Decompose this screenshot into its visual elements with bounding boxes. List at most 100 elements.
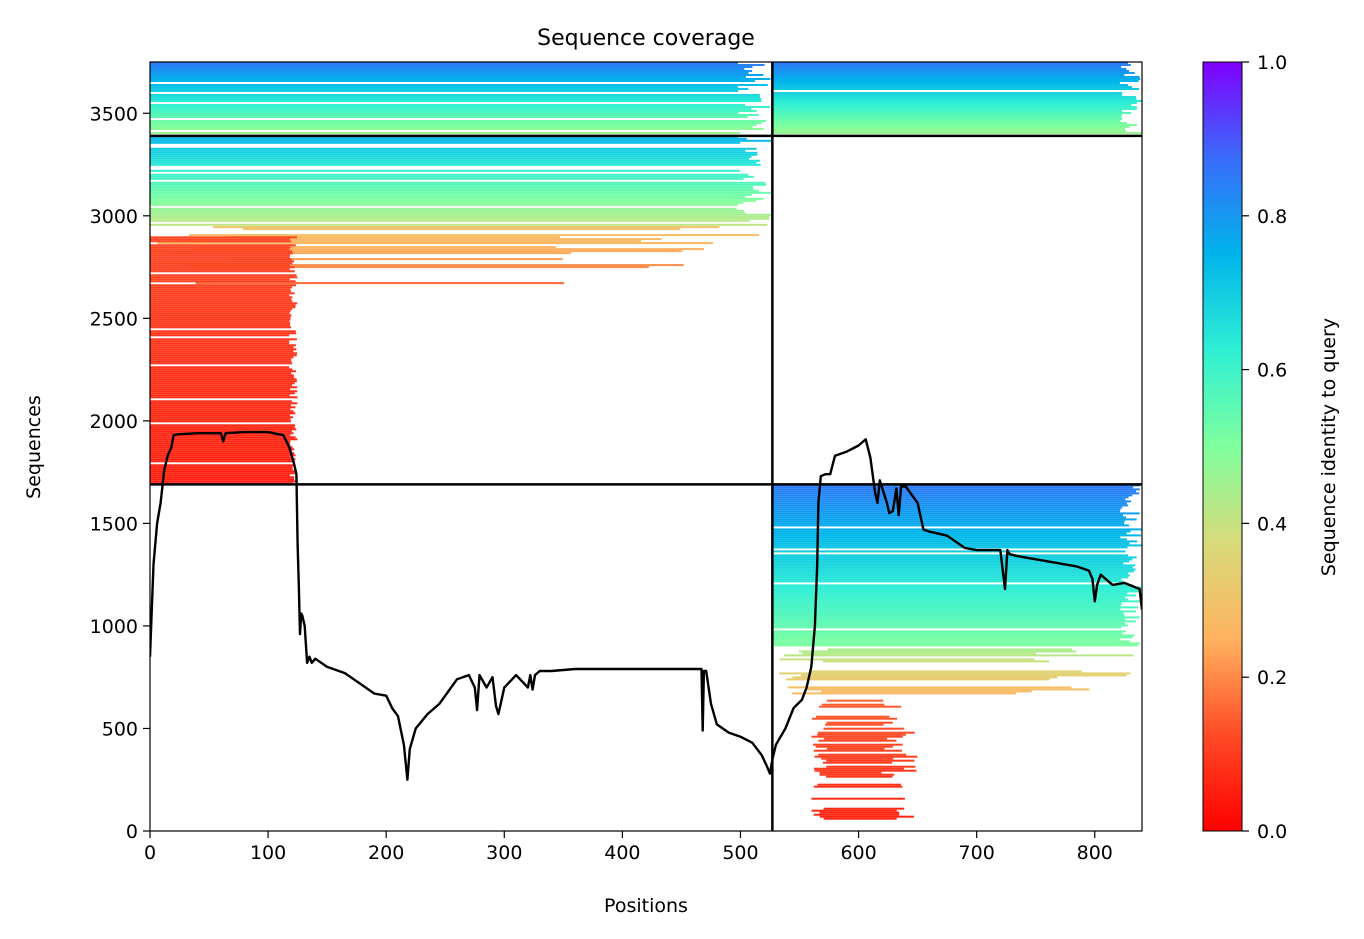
coverage-row	[805, 688, 1090, 691]
coverage-row	[772, 570, 1134, 573]
coverage-row	[150, 308, 293, 311]
coverage-row	[150, 284, 297, 287]
coverage-row	[150, 408, 291, 411]
coverage-row	[772, 126, 1130, 128]
coverage-row	[150, 195, 746, 198]
coverage-row	[150, 426, 295, 429]
coverage-row	[772, 642, 1140, 645]
coverage-row	[772, 644, 1138, 647]
coverage-row	[823, 807, 905, 810]
coverage-row	[787, 686, 1072, 689]
coverage-row	[772, 506, 1123, 509]
coverage-row	[772, 638, 1121, 641]
colorbar-label: Sequence identity to query	[1318, 318, 1340, 576]
coverage-row	[772, 596, 1126, 599]
coverage-row	[150, 288, 291, 291]
coverage-row	[772, 104, 1132, 106]
coverage-row	[150, 250, 292, 253]
coverage-row	[150, 390, 298, 393]
coverage-row	[150, 258, 292, 261]
coverage-block	[779, 648, 1134, 695]
coverage-row	[772, 124, 1138, 126]
coverage-row	[772, 554, 1129, 557]
coverage-row	[772, 634, 1135, 637]
coverage-row	[150, 470, 296, 473]
coverage-row	[772, 486, 1134, 489]
coverage-row	[150, 356, 294, 359]
coverage-row	[772, 522, 1124, 525]
coverage-row	[772, 534, 1141, 537]
y-tick-label: 2500	[90, 308, 138, 330]
coverage-row	[150, 108, 752, 110]
coverage-row	[150, 80, 755, 82]
coverage-row	[150, 116, 748, 118]
coverage-block	[772, 484, 1142, 647]
coverage-row	[150, 344, 296, 347]
coverage-row	[150, 354, 297, 357]
coverage-row	[150, 324, 290, 327]
coverage-row	[772, 600, 1142, 603]
coverage-row	[150, 416, 294, 419]
coverage-row	[188, 248, 704, 251]
y-axis: 0 500 1000 1500 2000 2500 3000 3500	[90, 103, 150, 843]
coverage-blocks	[150, 62, 1142, 820]
coverage-row	[150, 312, 290, 315]
coverage-row	[772, 610, 1136, 613]
coverage-row	[150, 217, 770, 220]
y-tick-label: 1000	[90, 616, 138, 638]
coverage-row	[150, 394, 290, 397]
coverage-row	[150, 392, 295, 395]
coverage-row	[150, 124, 757, 126]
coverage-row	[772, 96, 1136, 98]
coverage-row	[150, 114, 759, 116]
coverage-row	[772, 538, 1127, 541]
coverage-row	[150, 326, 292, 329]
coverage-row	[826, 759, 915, 762]
coverage-row	[772, 590, 1140, 593]
coverage-row	[815, 745, 893, 748]
colorbar-tick-label: 1.0	[1257, 52, 1287, 74]
coverage-row	[150, 346, 294, 349]
coverage-row	[150, 276, 298, 279]
coverage-row	[150, 197, 764, 200]
coverage-row	[772, 608, 1121, 611]
coverage-row	[772, 524, 1130, 527]
coverage-row	[150, 428, 297, 431]
coverage-row	[772, 128, 1125, 130]
coverage-row	[150, 380, 297, 383]
coverage-row	[150, 181, 766, 184]
coverage-row	[823, 817, 897, 820]
coverage-row	[150, 268, 290, 271]
coverage-row	[772, 498, 1126, 501]
coverage-row	[772, 614, 1125, 617]
coverage-row	[826, 721, 893, 724]
coverage-row	[150, 350, 294, 353]
coverage-row	[772, 624, 1128, 627]
coverage-row	[819, 773, 895, 776]
coverage-row	[150, 304, 296, 307]
coverage-row	[150, 90, 739, 92]
coverage-row	[150, 450, 291, 453]
coverage-row	[772, 586, 1141, 589]
coverage-row	[772, 108, 1137, 110]
coverage-row	[772, 518, 1137, 521]
coverage-row	[150, 478, 295, 481]
coverage-row	[823, 660, 1049, 663]
coverage-row	[772, 620, 1136, 623]
coverage-row	[772, 574, 1130, 577]
coverage-row	[772, 618, 1126, 621]
coverage-row	[811, 717, 898, 720]
coverage-row	[772, 102, 1137, 104]
coverage-row	[171, 252, 572, 255]
coverage-row	[784, 654, 1134, 657]
coverage-row	[772, 544, 1142, 547]
coverage-row	[150, 149, 746, 152]
coverage-row	[150, 86, 738, 88]
chart-title: Sequence coverage	[537, 26, 755, 51]
coverage-row	[150, 76, 746, 78]
coverage-row	[150, 318, 291, 321]
coverage-row	[150, 348, 297, 351]
coverage-row	[772, 130, 1127, 132]
coverage-row	[826, 699, 884, 702]
coverage-row	[150, 183, 767, 186]
